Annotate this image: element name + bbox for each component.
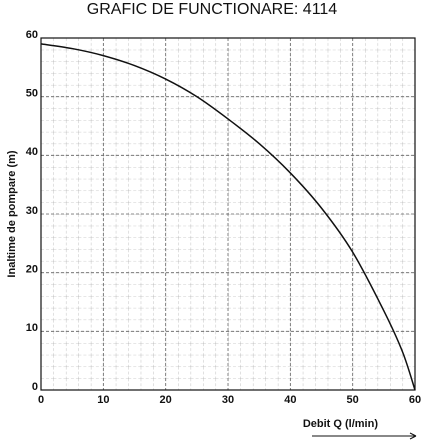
x-tick-label: 0 bbox=[38, 394, 44, 406]
chart-title: GRAFIC DE FUNCTIONARE: 4114 bbox=[87, 1, 338, 18]
y-tick-label: 40 bbox=[26, 146, 38, 158]
x-tick-label: 50 bbox=[347, 394, 359, 406]
y-tick-label: 0 bbox=[32, 381, 38, 393]
x-axis-label: Debit Q (l/min) bbox=[303, 418, 379, 430]
y-tick-label: 20 bbox=[26, 264, 38, 276]
axis-arrow-head bbox=[409, 432, 417, 440]
x-tick-label: 40 bbox=[284, 394, 296, 406]
y-tick-label: 10 bbox=[26, 322, 38, 334]
x-tick-label: 60 bbox=[409, 394, 421, 406]
y-tick-label: 60 bbox=[26, 29, 38, 41]
y-tick-label: 30 bbox=[26, 205, 38, 217]
y-tick-label: 50 bbox=[26, 88, 38, 100]
y-axis-label: Inaltime de pompare (m) bbox=[6, 150, 18, 277]
plot-frame bbox=[40, 37, 416, 391]
x-tick-label: 20 bbox=[160, 394, 172, 406]
curve bbox=[40, 43, 416, 391]
x-tick-label: 30 bbox=[222, 394, 234, 406]
x-tick-label: 10 bbox=[97, 394, 109, 406]
